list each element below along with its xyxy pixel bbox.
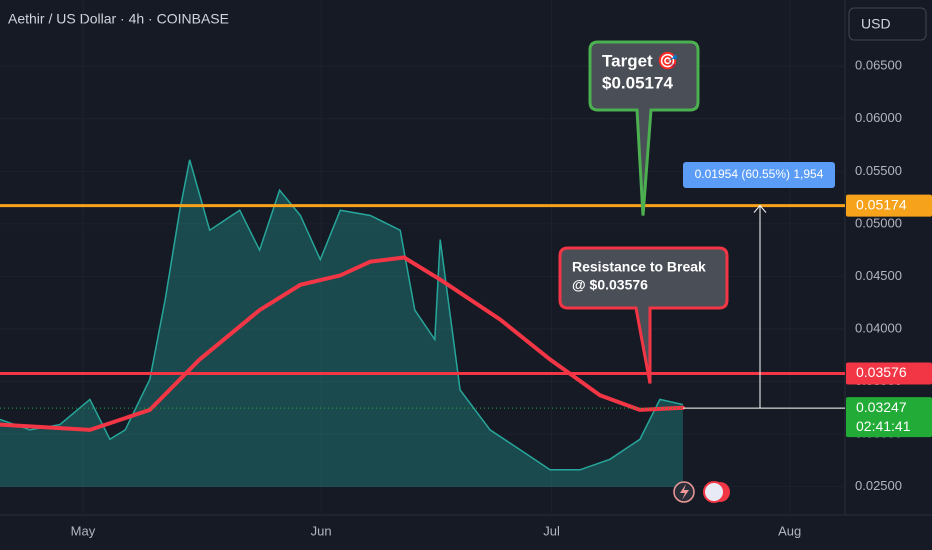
- y-tick-label: 0.06500: [855, 58, 902, 73]
- target-box: [588, 40, 700, 216]
- price-tag-label: 0.03576: [856, 364, 907, 380]
- resistance-box: [558, 246, 729, 384]
- price-area: [0, 159, 683, 488]
- y-tick-label: 0.05500: [855, 163, 902, 178]
- price-tag: [846, 397, 932, 438]
- chart-title: Aethir / US Dollar · 4h · COINBASE: [8, 11, 229, 27]
- y-tick-label: 0.04000: [855, 320, 902, 335]
- price-tag-label: 0.03247: [856, 399, 907, 415]
- price-line: [0, 159, 684, 471]
- target-text: $0.05174: [602, 73, 673, 92]
- resistance-text: @ $0.03576: [572, 277, 648, 293]
- price-tag-label: 0.05174: [856, 196, 907, 212]
- event-icon: [680, 484, 689, 500]
- target-text: Target 🎯: [602, 51, 679, 70]
- x-tick-label: Aug: [778, 523, 801, 538]
- currency-button[interactable]: [848, 7, 927, 41]
- y-tick-label: 0.02500: [855, 478, 902, 493]
- event-icon: [703, 481, 725, 503]
- x-tick-label: May: [71, 523, 96, 538]
- countdown: 02:41:41: [856, 418, 911, 434]
- x-tick-label: Jul: [543, 523, 560, 538]
- y-tick-label: 0.04500: [855, 268, 902, 283]
- resistance-text: Resistance to Break: [572, 259, 706, 275]
- currency-label[interactable]: USD: [861, 16, 891, 32]
- price-tag: [846, 194, 932, 217]
- y-tick-label: 0.05000: [855, 215, 902, 230]
- x-tick-label: Jun: [311, 523, 332, 538]
- price-tag: [846, 362, 932, 385]
- measure-arrow: [753, 204, 767, 213]
- measure-label: 0.01954 (60.55%) 1,954: [695, 167, 824, 181]
- measure-box: [683, 162, 835, 188]
- y-tick-label: 0.06000: [855, 110, 902, 125]
- moving-average: [0, 255, 685, 432]
